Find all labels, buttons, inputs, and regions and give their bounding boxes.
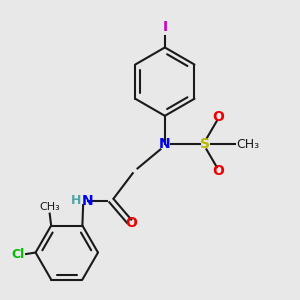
Text: S: S <box>200 137 210 151</box>
Text: N: N <box>82 194 94 208</box>
Text: Cl: Cl <box>11 248 24 260</box>
Text: N: N <box>159 137 171 151</box>
Text: CH₃: CH₃ <box>39 202 60 212</box>
Text: O: O <box>126 216 137 230</box>
Text: O: O <box>212 110 224 124</box>
Text: I: I <box>162 20 167 34</box>
Text: CH₃: CH₃ <box>236 138 259 151</box>
Text: H: H <box>71 194 82 207</box>
Text: O: O <box>212 164 224 178</box>
